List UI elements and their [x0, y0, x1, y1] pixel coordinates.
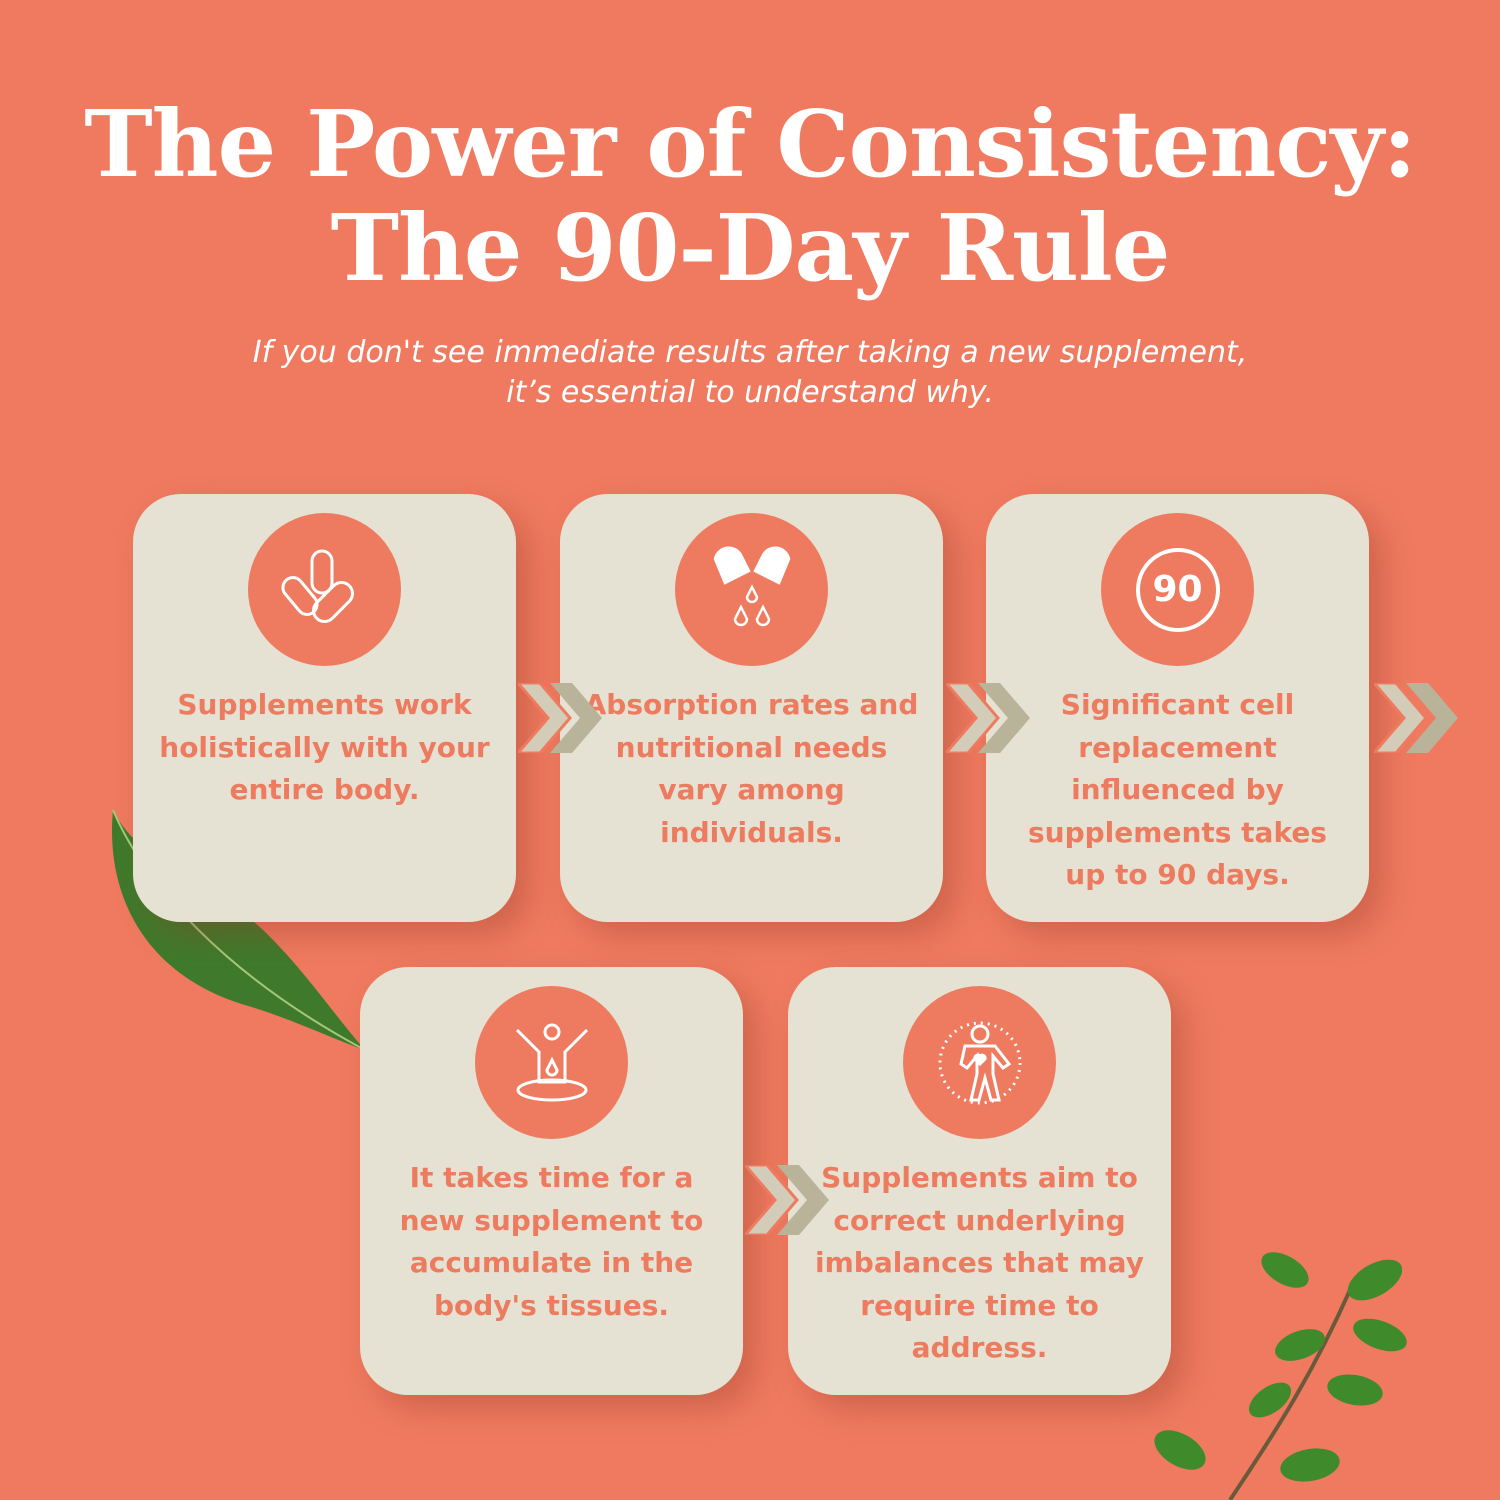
step-card-1: Supplements work holistically with your … — [133, 494, 516, 922]
ninety-badge-icon: 90 — [1101, 513, 1254, 666]
subtitle: If you don't see immediate results after… — [0, 333, 1500, 413]
page-title: The Power of Consistency: The 90-Day Rul… — [0, 92, 1500, 300]
step-card-2: Absorption rates and nutritional needs v… — [560, 494, 943, 922]
title-line-2: The 90-Day Rule — [330, 194, 1171, 302]
chevron-arrow-icon — [518, 683, 602, 753]
step-card-5: Supplements aim to correct underlying im… — [788, 967, 1171, 1395]
ninety-badge-text: 90 — [1135, 547, 1220, 632]
step-text: Significant cell replacement influenced … — [1028, 688, 1327, 891]
step-text: Supplements aim to correct underlying im… — [815, 1161, 1144, 1364]
title-line-1: The Power of Consistency: — [84, 90, 1417, 198]
body-absorption-icon — [475, 986, 628, 1139]
subtitle-line-1: If you don't see immediate results after… — [252, 335, 1248, 370]
chevron-arrow-icon — [745, 1165, 829, 1235]
capsule-drops-icon — [675, 513, 828, 666]
chevron-arrow-icon — [946, 683, 1030, 753]
step-text: Supplements work holistically with your … — [159, 688, 490, 806]
step-card-3: 90 Significant cell replacement influenc… — [986, 494, 1369, 922]
capsules-icon — [248, 513, 401, 666]
step-text: Absorption rates and nutritional needs v… — [584, 688, 919, 849]
chevron-arrow-icon — [1374, 683, 1458, 753]
leaf-decoration — [112, 809, 366, 1051]
plant-sprig-decoration — [1154, 1252, 1407, 1500]
body-heart-icon — [903, 986, 1056, 1139]
step-text: It takes time for a new supplement to ac… — [399, 1161, 704, 1322]
subtitle-line-2: it’s essential to understand why. — [506, 375, 994, 410]
step-card-4: It takes time for a new supplement to ac… — [360, 967, 743, 1395]
